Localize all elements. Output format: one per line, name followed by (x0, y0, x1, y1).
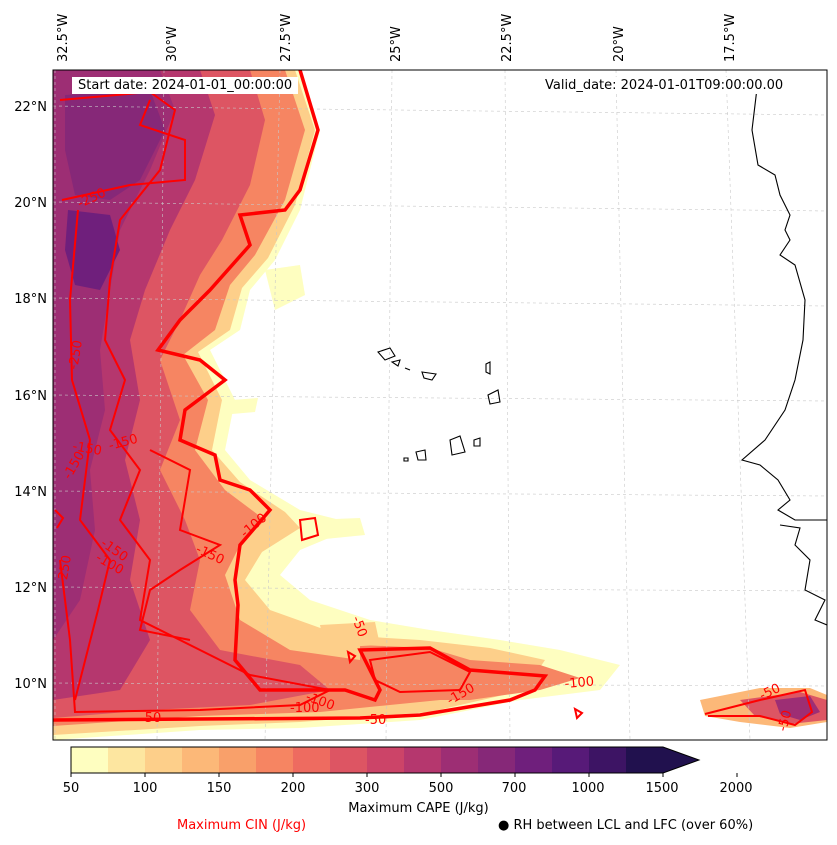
colorbar-segment (367, 747, 405, 773)
cin-label: -150 (107, 432, 139, 454)
cape-verde-island (377, 347, 396, 361)
cape-region-1000 (65, 90, 165, 200)
lat-label: 10°N (14, 677, 47, 692)
cin-label: -50 (365, 713, 386, 728)
colorbar-segment (219, 747, 257, 773)
longitude-labels: 32.5°W 30°W 27.5°W 25°W 22.5°W 20°W 17.5… (56, 14, 738, 62)
colorbar-tick: 100 (132, 781, 158, 796)
colorbar-tick: 1500 (645, 781, 679, 796)
cin-contour-250 (61, 99, 186, 201)
cin-contour-small (346, 650, 357, 665)
colorbar-segment (293, 747, 331, 773)
cape-patch (232, 398, 258, 414)
colorbar-tick: 500 (428, 781, 454, 796)
lat-label: 20°N (14, 196, 47, 211)
start-date-label: Start date: 2024-01-01_00:00:00 (72, 77, 299, 94)
cin-contour-150 (68, 209, 112, 701)
lon-label: 22.5°W (500, 14, 515, 62)
cin-label: -50 (140, 711, 161, 726)
colorbar-segment (478, 747, 516, 773)
cape-verde-island (421, 371, 437, 381)
cape-verde-island (473, 437, 481, 447)
cin-contour-100 (59, 90, 334, 714)
cin-label: -250 (66, 339, 86, 371)
colorbar-title: Maximum CAPE (J/kg) (348, 801, 489, 816)
colorbar-tick: 200 (280, 781, 306, 796)
cape-shading (53, 70, 827, 740)
cin-contour-150b (138, 449, 223, 641)
cin-legend-label: Maximum CIN (J/kg) (177, 818, 307, 833)
cin-label: -150 (71, 439, 103, 459)
cape-verde-island (403, 457, 409, 462)
cape-patch (320, 622, 380, 648)
cin-label: -50 (775, 709, 795, 733)
colorbar-segment (589, 747, 627, 773)
cin-label: -100 (290, 701, 320, 716)
lat-label: 12°N (14, 581, 47, 596)
cape-verde-island (390, 359, 401, 367)
colorbar-segment (515, 747, 553, 773)
cape-region-1000b (65, 210, 120, 290)
colorbar-tick: 300 (354, 781, 380, 796)
colorbar-extension (663, 747, 699, 773)
cin-contours (53, 70, 814, 727)
colorbar-segment (182, 747, 220, 773)
lat-label: 14°N (14, 485, 47, 500)
lon-label: 25°W (389, 26, 404, 62)
lat-label: 22°N (14, 100, 47, 115)
coastlines (377, 79, 827, 626)
cape-verde-island (404, 367, 411, 371)
cin-contour-50-south (704, 688, 814, 727)
colorbar-segment (71, 747, 109, 773)
lon-label: 27.5°W (279, 14, 294, 62)
cape-patch (310, 518, 365, 540)
colorbar-tick: 150 (206, 781, 232, 796)
lon-label: 20°W (612, 26, 627, 62)
colorbar-segment (626, 747, 664, 773)
cin-contour-small (298, 516, 320, 542)
cin-contour-small (54, 509, 65, 529)
cape-verde-island (449, 435, 466, 456)
colorbar-segment (330, 747, 368, 773)
lat-label: 18°N (14, 292, 47, 307)
colorbar-segment (441, 747, 479, 773)
valid-date-label: Valid_date: 2024-01-01T09:00:00.00 (539, 77, 790, 94)
africa-coast (740, 79, 827, 626)
rh-dot-icon: ● (498, 818, 510, 833)
colorbar-tick: 1000 (571, 781, 605, 796)
lon-label: 32.5°W (56, 14, 71, 62)
colorbar-segment (552, 747, 590, 773)
colorbar-tick: 2000 (719, 781, 753, 796)
colorbar (70, 746, 738, 777)
cape-verde-island (485, 361, 491, 375)
cin-contour-150c (368, 650, 472, 694)
rh-legend: ● RH between LCL and LFC (over 60%) (498, 818, 753, 833)
cape-verde-island (415, 449, 427, 461)
cin-label: -50 (348, 614, 369, 639)
lon-label: 17.5°W (723, 14, 738, 62)
colorbar-segment (108, 747, 146, 773)
lon-label: 30°W (165, 26, 180, 62)
cin-contour-50 (53, 70, 549, 722)
cin-label: -100 (564, 674, 595, 692)
map-border (52, 69, 828, 741)
colorbar-segment (256, 747, 294, 773)
cin-contour-small (573, 707, 584, 720)
colorbar-outline (70, 746, 701, 774)
lat-label: 16°N (14, 389, 47, 404)
colorbar-tick: 50 (62, 781, 80, 796)
colorbar-segment (404, 747, 442, 773)
cin-label: -250 (55, 554, 75, 586)
cape-verde-island (487, 389, 501, 405)
colorbar-tick: 700 (501, 781, 527, 796)
colorbar-segment (145, 747, 183, 773)
rh-legend-label: RH between LCL and LFC (over 60%) (513, 818, 754, 833)
latitude-labels: 22°N 20°N 18°N 16°N 14°N 12°N 10°N (14, 100, 47, 692)
